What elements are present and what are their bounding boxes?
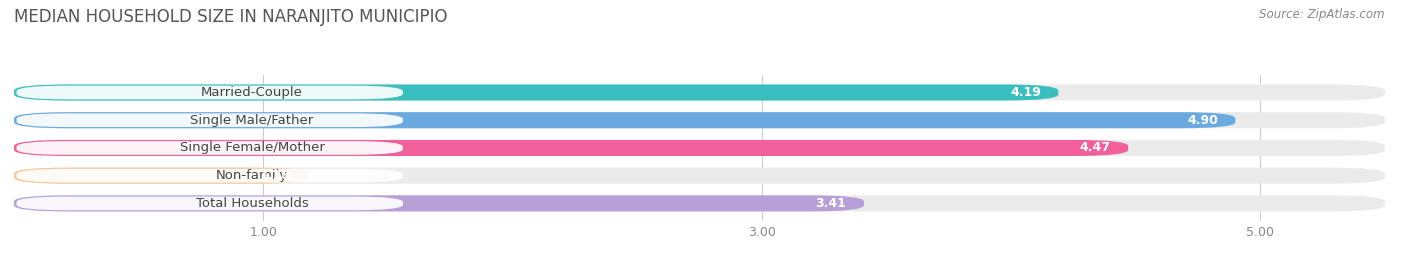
FancyBboxPatch shape [14, 140, 1128, 156]
FancyBboxPatch shape [14, 168, 308, 184]
FancyBboxPatch shape [14, 84, 1385, 101]
FancyBboxPatch shape [17, 86, 404, 99]
FancyBboxPatch shape [14, 168, 1385, 184]
Text: Total Households: Total Households [195, 197, 308, 210]
Text: Source: ZipAtlas.com: Source: ZipAtlas.com [1260, 8, 1385, 21]
FancyBboxPatch shape [14, 112, 1236, 128]
FancyBboxPatch shape [14, 140, 1385, 156]
Text: 3.41: 3.41 [815, 197, 846, 210]
FancyBboxPatch shape [17, 141, 404, 155]
FancyBboxPatch shape [17, 169, 404, 182]
Text: Single Female/Mother: Single Female/Mother [180, 141, 325, 154]
FancyBboxPatch shape [14, 84, 1059, 101]
Text: Married-Couple: Married-Couple [201, 86, 304, 99]
FancyBboxPatch shape [14, 195, 863, 211]
Text: 4.90: 4.90 [1187, 114, 1218, 127]
Text: 1.18: 1.18 [260, 169, 291, 182]
Text: 4.19: 4.19 [1010, 86, 1040, 99]
Text: Single Male/Father: Single Male/Father [190, 114, 314, 127]
Text: Non-family: Non-family [217, 169, 288, 182]
FancyBboxPatch shape [17, 197, 404, 210]
Text: 4.47: 4.47 [1080, 141, 1111, 154]
FancyBboxPatch shape [14, 112, 1385, 128]
FancyBboxPatch shape [17, 114, 404, 127]
Text: MEDIAN HOUSEHOLD SIZE IN NARANJITO MUNICIPIO: MEDIAN HOUSEHOLD SIZE IN NARANJITO MUNIC… [14, 8, 447, 26]
FancyBboxPatch shape [14, 195, 1385, 211]
